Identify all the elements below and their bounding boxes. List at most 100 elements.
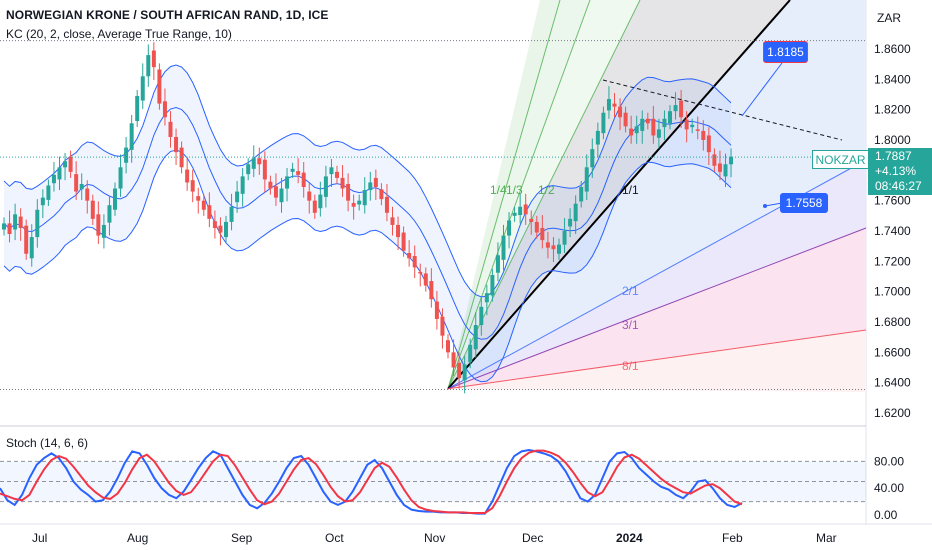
candle-body[interactable] xyxy=(357,200,362,205)
candle-body[interactable] xyxy=(373,177,378,188)
candle-body[interactable] xyxy=(257,158,262,165)
candle-body[interactable] xyxy=(668,111,672,124)
candle-body[interactable] xyxy=(151,50,156,68)
candle-body[interactable] xyxy=(51,174,56,184)
stoch-legend[interactable]: Stoch (14, 6, 6) xyxy=(6,436,89,450)
candle-body[interactable] xyxy=(174,136,179,153)
candle-body[interactable] xyxy=(279,188,284,203)
candle-body[interactable] xyxy=(684,119,689,130)
candle-body[interactable] xyxy=(229,206,234,222)
candle-body[interactable] xyxy=(590,149,595,168)
candle-body[interactable] xyxy=(24,225,29,254)
candle-body[interactable] xyxy=(268,181,273,189)
candle-body[interactable] xyxy=(601,112,606,134)
candle-body[interactable] xyxy=(484,293,489,303)
candle-body[interactable] xyxy=(479,306,484,326)
candle-body[interactable] xyxy=(179,147,184,168)
candle-body[interactable] xyxy=(307,191,312,201)
candle-body[interactable] xyxy=(285,176,290,189)
candle-body[interactable] xyxy=(690,124,695,128)
candle-body[interactable] xyxy=(68,156,73,172)
candle-body[interactable] xyxy=(595,130,600,145)
candle-body[interactable] xyxy=(40,197,45,206)
candle-body[interactable] xyxy=(13,214,18,230)
candle-body[interactable] xyxy=(101,224,106,238)
gann-fan-line[interactable] xyxy=(447,227,867,390)
candle-body[interactable] xyxy=(107,205,112,223)
candle-body[interactable] xyxy=(190,180,195,192)
candle-body[interactable] xyxy=(695,129,700,131)
candle-body[interactable] xyxy=(568,218,573,227)
candle-body[interactable] xyxy=(63,161,68,168)
candle-body[interactable] xyxy=(423,273,428,286)
candle-body[interactable] xyxy=(679,100,684,118)
candle-body[interactable] xyxy=(495,255,500,273)
candle-body[interactable] xyxy=(523,204,528,215)
candle-body[interactable] xyxy=(440,316,445,336)
candle-body[interactable] xyxy=(562,231,567,245)
candle-body[interactable] xyxy=(79,183,84,190)
candle-body[interactable] xyxy=(507,220,512,236)
candle-body[interactable] xyxy=(534,221,539,233)
candle-body[interactable] xyxy=(723,164,728,177)
candle-body[interactable] xyxy=(634,126,639,134)
candle-body[interactable] xyxy=(462,364,467,381)
candle-body[interactable] xyxy=(140,76,145,101)
candle-body[interactable] xyxy=(18,216,23,228)
upper-price-badge[interactable]: 1.8185 xyxy=(763,41,808,63)
candle-body[interactable] xyxy=(129,123,134,150)
candle-body[interactable] xyxy=(318,194,323,209)
candle-body[interactable] xyxy=(224,221,228,238)
candle-body[interactable] xyxy=(262,159,267,180)
candle-body[interactable] xyxy=(629,128,634,136)
candle-body[interactable] xyxy=(340,177,345,189)
lower-price-badge[interactable]: 1.7558 xyxy=(780,193,828,213)
candle-body[interactable] xyxy=(2,223,6,230)
candle-body[interactable] xyxy=(351,202,356,207)
candle-body[interactable] xyxy=(135,96,140,122)
candle-body[interactable] xyxy=(434,301,439,319)
candle-body[interactable] xyxy=(185,169,190,183)
candle-body[interactable] xyxy=(335,171,339,178)
candle-body[interactable] xyxy=(29,237,34,259)
candle-body[interactable] xyxy=(384,196,389,213)
candle-body[interactable] xyxy=(712,154,717,166)
candle-body[interactable] xyxy=(501,235,506,260)
candle-body[interactable] xyxy=(623,112,628,127)
gann-fan-line[interactable] xyxy=(447,0,591,389)
candle-body[interactable] xyxy=(113,188,117,210)
gann-fan-line[interactable] xyxy=(447,329,867,390)
candle-body[interactable] xyxy=(362,190,367,206)
candle-body[interactable] xyxy=(396,224,401,238)
candle-body[interactable] xyxy=(446,340,450,353)
candle-body[interactable] xyxy=(451,352,456,368)
candle-body[interactable] xyxy=(90,200,95,219)
candle-body[interactable] xyxy=(701,130,706,140)
candle-body[interactable] xyxy=(201,200,206,210)
candle-body[interactable] xyxy=(468,344,473,363)
candle-body[interactable] xyxy=(545,242,550,248)
candle-body[interactable] xyxy=(529,218,534,222)
candle-body[interactable] xyxy=(518,206,523,216)
candle-body[interactable] xyxy=(218,225,223,233)
candle-body[interactable] xyxy=(706,135,711,153)
candle-body[interactable] xyxy=(7,223,12,235)
resistance-trendline[interactable] xyxy=(602,79,843,141)
candle-body[interactable] xyxy=(407,252,412,259)
candle-body[interactable] xyxy=(606,99,611,111)
candle-body[interactable] xyxy=(379,189,384,200)
candle-body[interactable] xyxy=(196,196,201,201)
candle-body[interactable] xyxy=(579,187,584,202)
candle-body[interactable] xyxy=(212,221,217,228)
candle-body[interactable] xyxy=(146,55,151,77)
candle-body[interactable] xyxy=(412,256,417,268)
symbol-title[interactable]: NORWEGIAN KRONE / SOUTH AFRICAN RAND, 1D… xyxy=(6,8,329,22)
candle-body[interactable] xyxy=(573,203,578,222)
candle-body[interactable] xyxy=(329,167,334,175)
candle-body[interactable] xyxy=(512,212,517,216)
stoch-d-line[interactable] xyxy=(0,449,743,514)
candle-body[interactable] xyxy=(662,118,667,128)
candle-body[interactable] xyxy=(162,101,167,118)
candle-body[interactable] xyxy=(157,69,162,104)
